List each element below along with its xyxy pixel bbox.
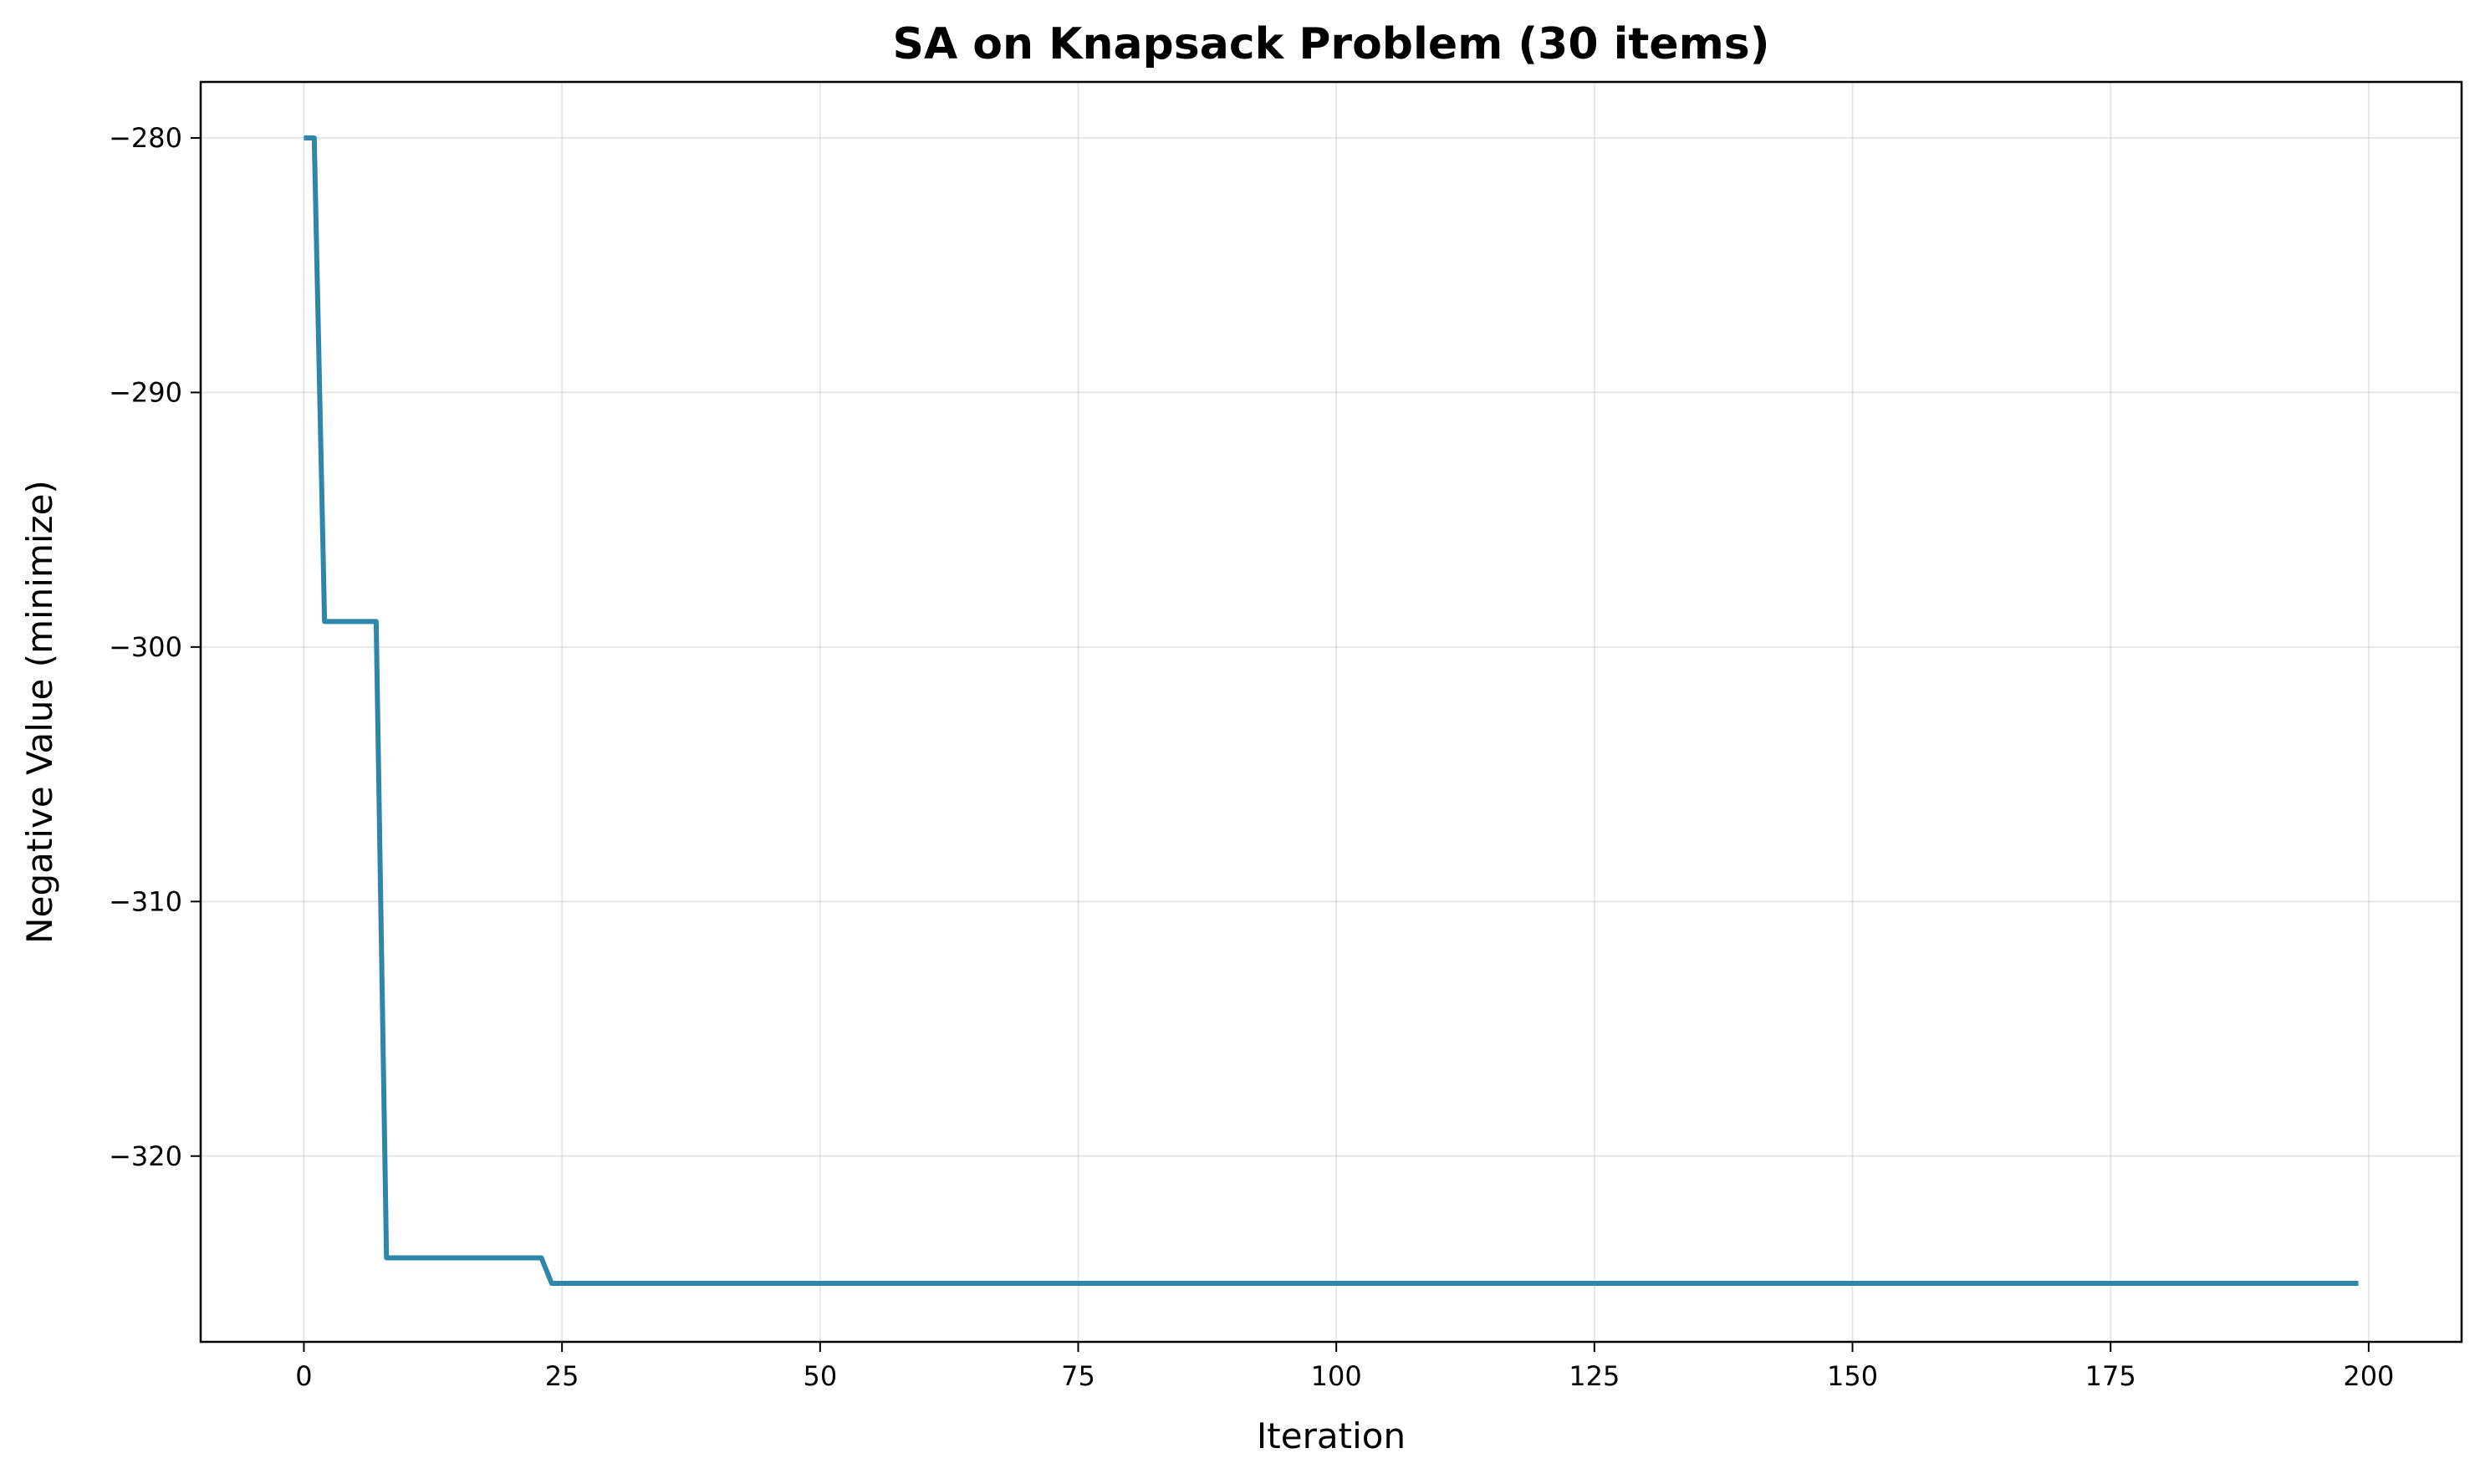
x-tick-label: 100 — [1311, 1360, 1362, 1392]
axis-ticks: 0 25 50 75 100 125 150 175 200 −280 −290 −300 −310 −3… — [109, 122, 2394, 1392]
series-line — [304, 135, 2359, 1286]
y-tick-label: −300 — [109, 631, 182, 663]
y-tick-label: −290 — [109, 376, 182, 408]
x-axis-label: Iteration — [1257, 1415, 1406, 1456]
plot-area-frame — [199, 80, 2463, 1344]
x-tick-label: 25 — [545, 1360, 579, 1392]
x-tick-label: 50 — [803, 1360, 837, 1392]
x-tick-label: 125 — [1569, 1360, 1620, 1392]
y-tick-label: −320 — [109, 1140, 182, 1172]
x-tick-label: 200 — [2343, 1360, 2394, 1392]
series-layer — [304, 135, 2359, 1286]
x-tick-label: 75 — [1061, 1360, 1095, 1392]
y-tick-label: −280 — [109, 122, 182, 154]
chart-title: SA on Knapsack Problem (30 items) — [893, 19, 1770, 69]
y-tick-label: −310 — [109, 885, 182, 917]
x-tick-label: 0 — [295, 1360, 312, 1392]
grid-lines — [201, 82, 2462, 1342]
x-tick-label: 175 — [2085, 1360, 2136, 1392]
y-axis-label: Negative Value (minimize) — [19, 480, 60, 944]
x-tick-label: 150 — [1827, 1360, 1878, 1392]
